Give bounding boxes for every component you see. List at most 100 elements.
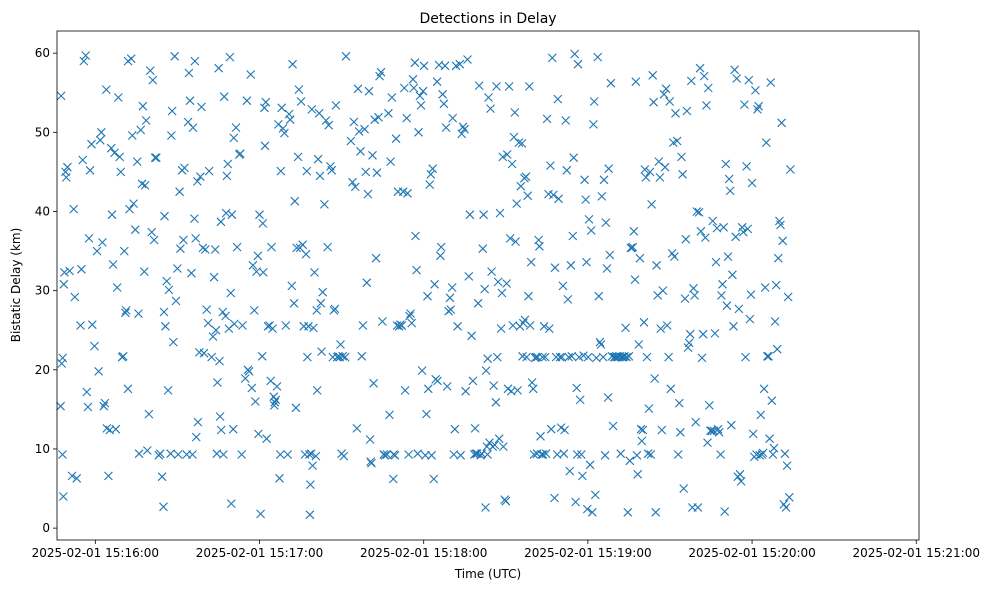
data-point [340,352,350,362]
data-point [693,503,703,512]
data-point [341,51,351,61]
data-point [237,450,247,459]
data-point [489,381,499,390]
data-point [419,61,429,71]
data-point [272,382,282,391]
data-point [417,366,427,375]
data-point [784,492,794,502]
data-point [678,169,687,179]
data-point [303,352,312,362]
data-point [132,157,142,166]
data-point [732,74,742,83]
data-point [208,332,218,341]
data-point [633,469,643,479]
data-point [268,324,277,333]
data-point [316,298,326,308]
data-point [262,434,271,444]
data-point [280,128,289,138]
data-point [734,304,744,314]
data-point [304,450,314,459]
data-point [625,456,635,466]
data-point [221,208,231,218]
data-point [247,383,257,393]
data-point [368,150,377,160]
data-point [438,89,447,99]
data-point [646,450,656,459]
data-point [761,138,771,147]
data-point [446,305,456,314]
data-point [440,61,450,71]
data-point [160,211,169,221]
data-point [339,451,349,461]
data-point [148,75,158,85]
data-point [324,120,334,130]
data-point [284,109,294,119]
data-point [151,153,161,163]
data-point [77,264,86,274]
data-point [702,101,711,110]
data-point [599,175,609,185]
data-point [582,504,592,514]
data-point [455,59,465,69]
data-point [216,425,226,435]
data-point [483,354,493,364]
data-point [782,461,792,470]
data-point [529,450,539,459]
data-point [397,321,407,330]
data-point [783,292,793,302]
data-point [360,124,369,134]
data-point [491,397,501,407]
data-point [524,82,534,91]
data-point [229,133,239,143]
x-axis-label: Time (UTC) [454,567,521,581]
data-point [598,352,608,362]
data-point [540,352,550,362]
data-point [541,449,551,459]
data-point [597,192,607,201]
x-tick-label: 2025-02-01 15:21:00 [853,546,980,560]
data-point [729,321,738,331]
data-point [481,503,490,512]
data-point [423,384,433,394]
data-point [411,231,420,241]
data-point [601,218,611,227]
data-point [428,164,438,174]
data-point [173,264,182,273]
data-point [536,431,545,441]
data-point [676,427,685,437]
data-point [175,187,184,197]
data-point [130,225,140,235]
data-point [59,279,69,289]
data-point [134,449,144,459]
data-point [744,75,754,85]
data-point [698,329,708,339]
data-point [736,477,746,486]
data-point [350,182,360,192]
data-point [354,127,364,136]
data-point [754,101,763,111]
data-point [196,172,205,182]
data-point [705,401,714,410]
data-point [605,250,615,260]
data-point [742,162,751,171]
data-point [141,116,151,125]
data-point [63,162,72,172]
data-point [305,510,315,520]
data-point [569,153,579,163]
data-point [658,286,668,295]
data-point [225,52,235,62]
data-point [649,97,658,107]
data-point [659,89,669,99]
data-point [56,91,66,101]
data-point [257,351,267,361]
data-point [621,323,630,333]
x-tick-label: 2025-02-01 15:16:00 [32,546,159,560]
data-point [442,382,452,391]
data-point [664,352,673,362]
data-point [104,471,113,481]
data-point [719,222,728,232]
data-point [185,96,195,106]
data-point [81,51,91,60]
data-point [108,260,118,269]
data-point [87,320,97,330]
